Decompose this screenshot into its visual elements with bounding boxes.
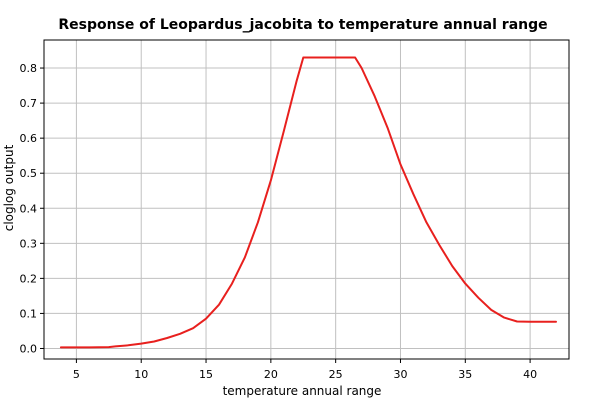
data-point <box>60 347 62 349</box>
data-point <box>270 179 272 181</box>
x-tick-label: 25 <box>329 368 343 381</box>
data-point <box>76 347 78 349</box>
data-point <box>400 164 402 166</box>
data-point <box>283 130 285 132</box>
data-point <box>354 57 356 59</box>
y-tick-label: 0.4 <box>20 202 38 215</box>
y-tick-label: 0.7 <box>20 97 38 110</box>
series-layer <box>59 56 557 349</box>
data-point <box>387 127 389 129</box>
data-point <box>166 337 168 339</box>
data-point <box>322 57 324 59</box>
plot-area-frame <box>43 39 570 360</box>
x-tick-label: 30 <box>393 368 407 381</box>
data-point <box>464 283 466 285</box>
y-tick-label: 0.5 <box>20 167 38 180</box>
data-point <box>309 57 311 59</box>
data-point <box>555 321 557 323</box>
x-axis-label: temperature annual range <box>223 384 382 398</box>
data-point <box>348 57 350 59</box>
data-point <box>218 304 220 306</box>
data-point <box>361 67 363 69</box>
data-point <box>205 318 207 320</box>
data-point <box>426 221 428 223</box>
x-tick-label: 40 <box>523 368 537 381</box>
data-point <box>490 309 492 311</box>
data-point <box>108 346 110 348</box>
data-point <box>503 317 505 319</box>
y-tick-label: 0.8 <box>20 62 38 75</box>
x-tick-label: 15 <box>199 368 213 381</box>
y-tick-label: 0.2 <box>20 272 38 285</box>
x-tick-label: 35 <box>458 368 472 381</box>
data-point <box>244 257 246 259</box>
chart-title: Response of Leopardus_jacobita to temper… <box>58 17 547 33</box>
x-tick-label: 20 <box>264 368 278 381</box>
data-point <box>153 341 155 343</box>
x-tick-label: 5 <box>73 368 80 381</box>
y-tick-label: 0.3 <box>20 237 38 250</box>
y-tick-label: 0.6 <box>20 132 38 145</box>
data-point <box>140 343 142 345</box>
data-point <box>529 321 531 323</box>
data-point <box>302 57 304 59</box>
data-point <box>374 95 376 97</box>
data-point <box>516 321 518 323</box>
y-axis-label: cloglog output <box>2 144 16 231</box>
data-point <box>452 265 454 267</box>
data-point <box>335 57 337 59</box>
data-point <box>127 345 129 347</box>
data-point <box>413 193 415 195</box>
axis-ticks <box>40 67 531 363</box>
grid-lines <box>44 40 569 359</box>
y-tick-label: 0.0 <box>20 342 38 355</box>
data-point <box>114 346 116 348</box>
x-tick-label: 10 <box>134 368 148 381</box>
data-point <box>296 80 298 82</box>
response-curve-line <box>59 56 557 349</box>
data-point <box>542 321 544 323</box>
y-tick-label: 0.1 <box>20 307 38 320</box>
data-point <box>179 333 181 335</box>
data-point <box>257 221 259 223</box>
data-point <box>231 283 233 285</box>
tick-labels: 5 10 15 20 25 30 35 40 0.0 0.1 0.2 0.3 0.4 0.5 0.6 0.7 0… <box>20 62 538 381</box>
data-point <box>89 347 91 349</box>
data-point <box>192 327 194 329</box>
data-point <box>439 244 441 246</box>
data-point <box>477 297 479 299</box>
